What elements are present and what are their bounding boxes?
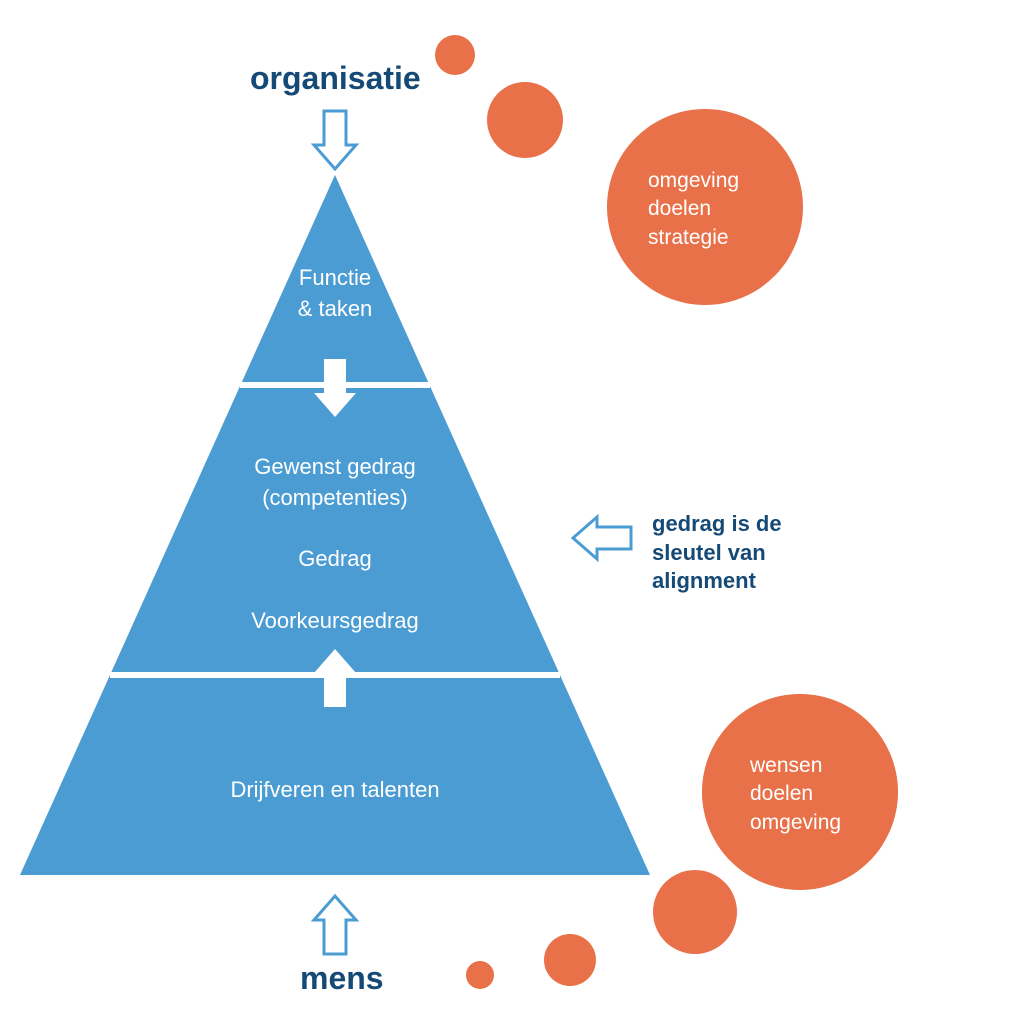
side-line1: gedrag is de [652,511,782,536]
arrow-tier1-to-tier2-icon [314,359,356,417]
circle-bottom-large-text: wensen doelen omgeving [750,752,841,837]
circle-bottom-small-1 [466,961,494,989]
cbl-line2: doelen [750,782,813,805]
circle-top-medium [487,82,563,158]
circle-top-small [435,35,475,75]
circle-bottom-small-2 [544,934,596,986]
arrow-bottom-icon [314,896,356,954]
circle-top-large-text: omgeving doelen strategie [648,167,739,252]
arrow-tier3-to-tier2-icon [314,649,356,707]
arrow-side-icon [573,517,631,559]
side-annotation: gedrag is de sleutel van alignment [652,510,782,596]
circle-bottom-medium [653,870,737,954]
arrow-top-icon [314,111,356,169]
ctl-line3: strategie [648,226,729,249]
diagram-canvas: organisatie mens Functie & taken Gewenst… [0,0,1024,1025]
ctl-line1: omgeving [648,169,739,192]
cbl-line3: omgeving [750,811,841,834]
ctl-line2: doelen [648,197,711,220]
cbl-line1: wensen [750,754,822,777]
side-line3: alignment [652,568,756,593]
side-line2: sleutel van [652,540,766,565]
